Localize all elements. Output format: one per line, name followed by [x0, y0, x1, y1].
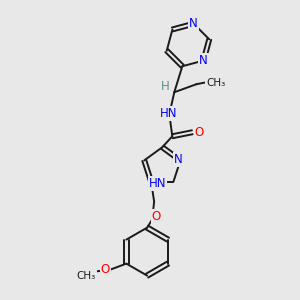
Text: HN: HN	[149, 177, 166, 190]
Text: HN: HN	[160, 107, 177, 120]
Text: H: H	[161, 80, 170, 93]
Text: N: N	[174, 153, 183, 166]
Text: N: N	[189, 17, 198, 30]
Text: N: N	[199, 54, 208, 67]
Text: CH₃: CH₃	[77, 271, 96, 281]
Text: O: O	[195, 126, 204, 139]
Text: CH₃: CH₃	[206, 78, 226, 88]
Text: O: O	[101, 263, 110, 276]
Text: O: O	[152, 210, 161, 223]
